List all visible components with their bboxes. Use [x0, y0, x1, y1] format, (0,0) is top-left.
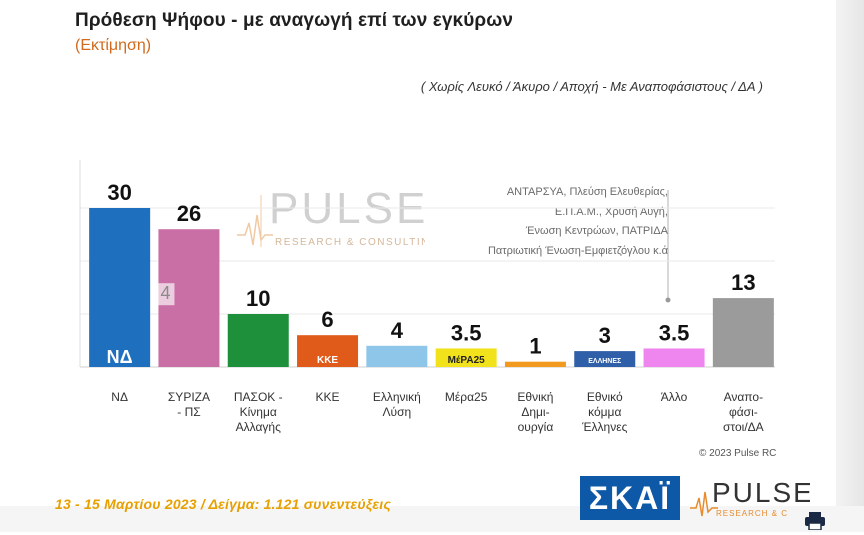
category-label: ΚΚΕ: [316, 390, 340, 404]
party-logo-text: ΚΚΕ: [317, 355, 338, 366]
pulse-logo-brand: PULSE: [712, 477, 810, 508]
category-label: Κίνημα: [240, 405, 277, 419]
category-label: Δημι-: [521, 405, 549, 419]
bar: [89, 208, 151, 367]
right-edge-strip: [836, 0, 864, 532]
pulse-logo: PULSE RESEARCH & C: [690, 474, 812, 527]
category-label: στοι/ΔΑ: [723, 420, 764, 434]
inner-annotation: 4: [160, 283, 170, 303]
category-label: Εθνική: [517, 390, 553, 404]
party-logo-text: ΕΛΛΗΝΕΣ: [588, 358, 621, 365]
category-label: Αναπο-: [724, 390, 764, 404]
category-label: Εθνικό: [587, 390, 623, 404]
category-label: φάσι-: [729, 405, 758, 419]
value-label: 3: [599, 323, 611, 348]
category-label: κόμμα: [588, 405, 621, 419]
value-label: 26: [177, 201, 201, 226]
copyright-text: © 2023 Pulse RC: [699, 448, 777, 459]
bar: [435, 348, 497, 367]
bar: [643, 348, 705, 367]
value-label: 10: [246, 286, 270, 311]
category-label: ΣΥΡΙΖΑ: [168, 390, 210, 404]
category-label: ουργία: [518, 420, 554, 434]
value-label: 13: [731, 270, 755, 295]
others-note-line: Ένωση Κεντρώων, ΠΑΤΡΙΔΑ: [525, 225, 668, 237]
category-label: Λύση: [383, 405, 412, 419]
bottom-edge-strip: [0, 506, 864, 532]
category-label: ΝΔ: [111, 390, 128, 404]
chart-subtitle: (Εκτίμηση): [75, 37, 152, 54]
others-note-line: ΑΝΤΑΡΣΥΑ, Πλεύση Ελευθερίας,: [506, 186, 668, 198]
category-label: Αλλαγής: [236, 420, 281, 434]
inner-annotation-box: [156, 283, 175, 306]
value-label: 6: [321, 307, 333, 332]
party-logo-text: ΜέΡΑ25: [448, 355, 486, 366]
category-label: - ΠΣ: [177, 405, 200, 419]
value-label: 1: [529, 334, 541, 359]
condition-note: ( Χωρίς Λευκό / Άκυρο / Αποχή - Με Αναπο…: [420, 79, 763, 94]
category-label: ΠΑΣΟΚ -: [234, 390, 283, 404]
value-label: 3.5: [451, 320, 482, 345]
bar: [504, 361, 566, 367]
fieldwork-info: 13 - 15 Μαρτίου 2023 / Δείγμα: 1.121 συν…: [55, 496, 391, 512]
others-note: ΑΝΤΑΡΣΥΑ, Πλεύση Ελευθερίας, Ε.Π.Α.Μ., Χ…: [488, 183, 668, 261]
bar: [574, 351, 636, 367]
category-label: Έλληνες: [581, 420, 627, 434]
bar: [366, 345, 428, 367]
category-label: Ελληνική: [373, 390, 421, 404]
bar: [712, 298, 774, 367]
pulse-logo-tagline: RESEARCH & C: [716, 509, 788, 518]
print-icon[interactable]: [804, 512, 826, 535]
watermark-tagline: RESEARCH & CONSULTING: [275, 237, 425, 248]
skai-logo: ΣΚΑΪ: [580, 476, 680, 520]
bar: [227, 314, 289, 367]
value-label: 4: [391, 318, 404, 343]
value-label: 3.5: [659, 320, 690, 345]
others-note-connector-dot: [665, 297, 671, 303]
value-label: 30: [107, 180, 131, 205]
category-label: Άλλο: [661, 390, 688, 404]
others-note-line: Πατριωτική Ένωση-Εμφιετζόγλου κ.ά: [487, 244, 668, 257]
chart-title: Πρόθεση Ψήφου - με αναγωγή επί των εγκύρ…: [75, 10, 514, 31]
bar: [297, 335, 359, 367]
party-logo-text: ΝΔ: [107, 347, 133, 367]
category-label: Μέρα25: [445, 390, 488, 404]
